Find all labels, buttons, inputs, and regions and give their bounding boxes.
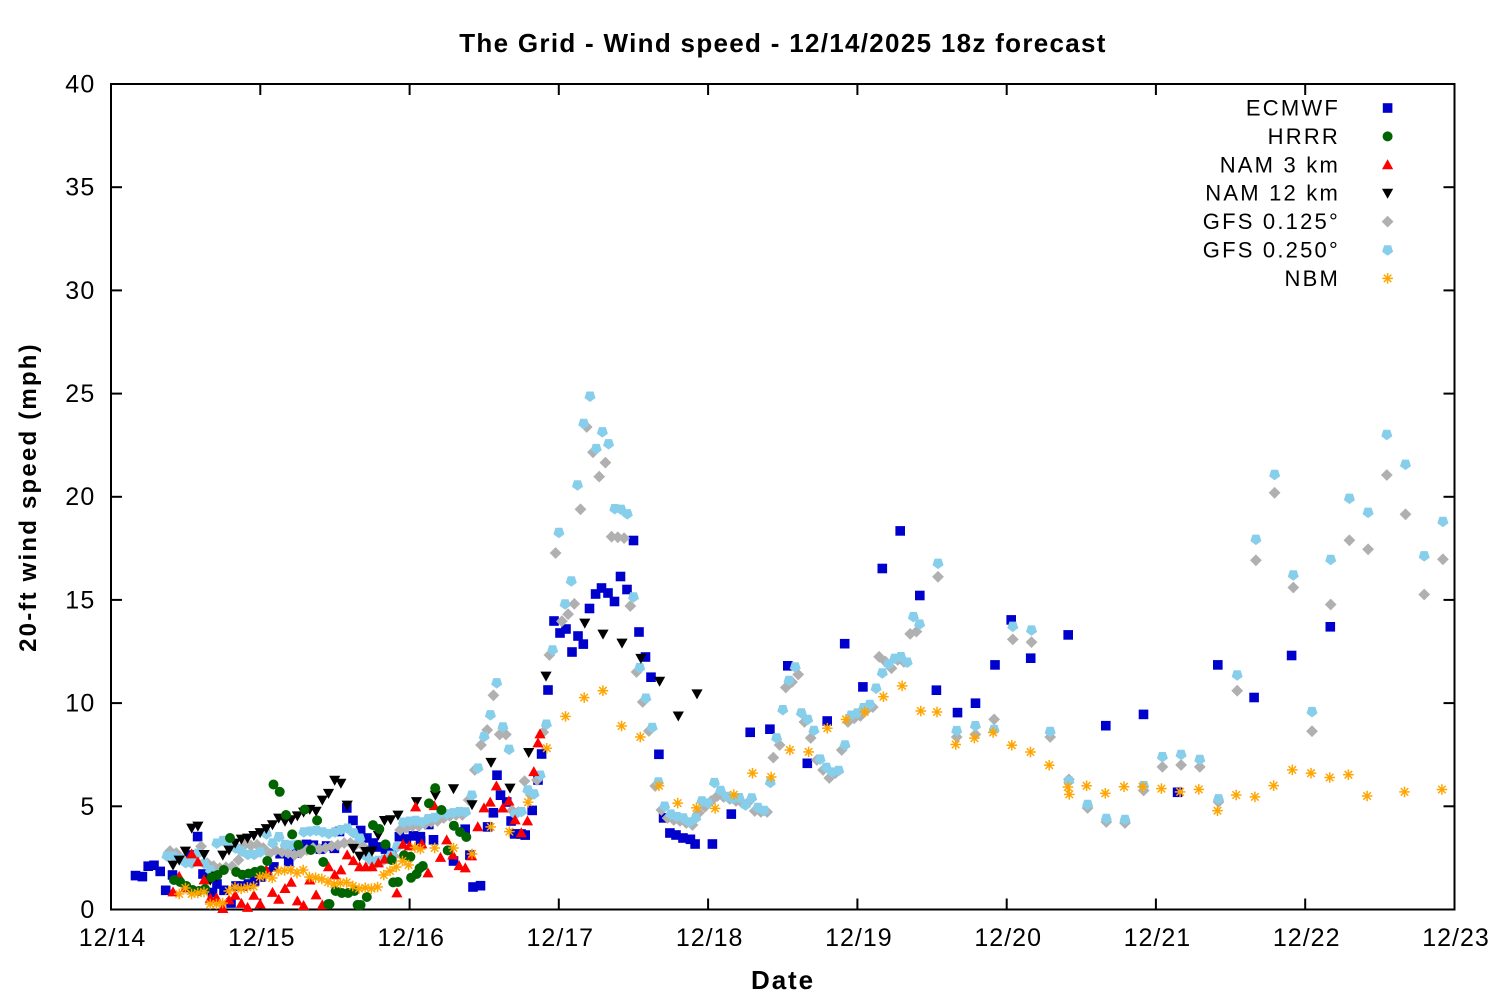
svg-text:10: 10 <box>65 690 95 718</box>
svg-text:40: 40 <box>65 71 95 99</box>
svg-text:35: 35 <box>65 174 95 202</box>
svg-text:ECMWF: ECMWF <box>1246 96 1340 121</box>
svg-text:12/15: 12/15 <box>228 924 296 952</box>
svg-text:Date: Date <box>751 965 815 995</box>
svg-text:NAM 3 km: NAM 3 km <box>1220 152 1340 177</box>
svg-text:12/20: 12/20 <box>974 924 1042 952</box>
svg-text:12/18: 12/18 <box>676 924 744 952</box>
svg-text:12/16: 12/16 <box>377 924 445 952</box>
svg-text:12/14: 12/14 <box>79 924 147 952</box>
svg-text:25: 25 <box>65 380 95 408</box>
svg-text:NBM: NBM <box>1285 266 1341 291</box>
svg-text:12/21: 12/21 <box>1124 924 1192 952</box>
svg-text:15: 15 <box>65 586 95 614</box>
svg-text:20-ft wind speed (mph): 20-ft wind speed (mph) <box>15 342 42 652</box>
svg-text:GFS 0.250°: GFS 0.250° <box>1203 238 1340 263</box>
svg-text:12/17: 12/17 <box>527 924 595 952</box>
svg-text:5: 5 <box>80 793 95 821</box>
svg-text:GFS 0.125°: GFS 0.125° <box>1203 209 1340 234</box>
svg-text:0: 0 <box>80 896 95 924</box>
svg-text:HRRR: HRRR <box>1268 124 1340 149</box>
svg-text:The Grid - Wind speed - 12/14/: The Grid - Wind speed - 12/14/2025 18z f… <box>459 28 1107 58</box>
svg-text:NAM 12 km: NAM 12 km <box>1205 181 1340 206</box>
svg-text:30: 30 <box>65 277 95 305</box>
svg-text:12/23: 12/23 <box>1422 924 1490 952</box>
svg-text:12/19: 12/19 <box>825 924 893 952</box>
svg-text:20: 20 <box>65 483 95 511</box>
svg-text:12/22: 12/22 <box>1273 924 1341 952</box>
